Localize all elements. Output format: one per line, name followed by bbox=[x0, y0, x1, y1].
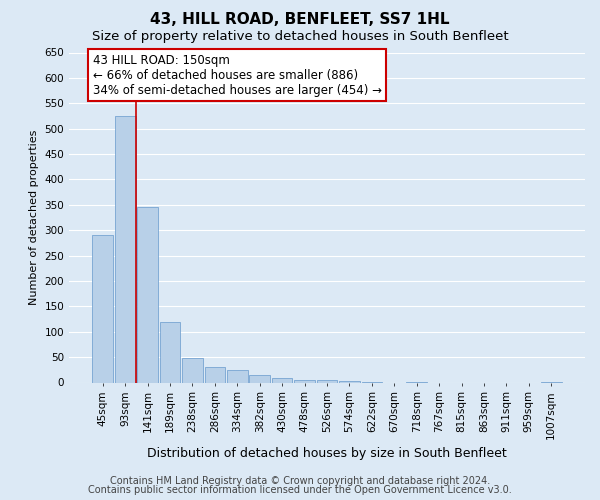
Bar bbox=[294, 380, 315, 382]
Bar bbox=[160, 322, 181, 382]
Bar bbox=[250, 375, 270, 382]
X-axis label: Distribution of detached houses by size in South Benfleet: Distribution of detached houses by size … bbox=[147, 447, 507, 460]
Text: Contains HM Land Registry data © Crown copyright and database right 2024.: Contains HM Land Registry data © Crown c… bbox=[110, 476, 490, 486]
Bar bbox=[137, 208, 158, 382]
Bar bbox=[205, 368, 225, 382]
Bar bbox=[227, 370, 248, 382]
Bar bbox=[92, 236, 113, 382]
Bar bbox=[182, 358, 203, 382]
Text: Size of property relative to detached houses in South Benfleet: Size of property relative to detached ho… bbox=[92, 30, 508, 43]
Text: 43 HILL ROAD: 150sqm
← 66% of detached houses are smaller (886)
34% of semi-deta: 43 HILL ROAD: 150sqm ← 66% of detached h… bbox=[92, 54, 382, 96]
Bar bbox=[317, 380, 337, 382]
Text: Contains public sector information licensed under the Open Government Licence v3: Contains public sector information licen… bbox=[88, 485, 512, 495]
Bar bbox=[339, 381, 360, 382]
Y-axis label: Number of detached properties: Number of detached properties bbox=[29, 130, 39, 305]
Text: 43, HILL ROAD, BENFLEET, SS7 1HL: 43, HILL ROAD, BENFLEET, SS7 1HL bbox=[150, 12, 450, 28]
Bar bbox=[115, 116, 136, 382]
Bar bbox=[272, 378, 292, 382]
